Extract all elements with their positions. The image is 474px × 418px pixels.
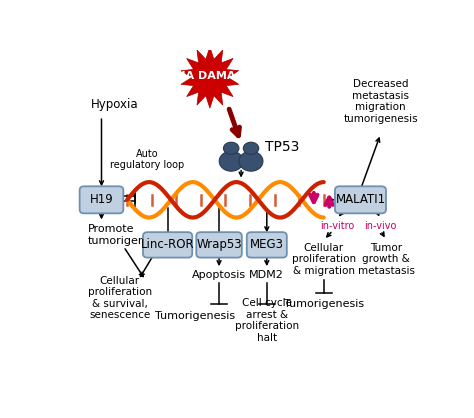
Text: TP53: TP53 [265, 140, 300, 154]
Text: Cellular
proliferation
& migration: Cellular proliferation & migration [292, 243, 356, 276]
Ellipse shape [239, 151, 263, 171]
Text: Cellular
proliferation
& survival,
senescence: Cellular proliferation & survival, senes… [88, 275, 152, 320]
FancyBboxPatch shape [80, 186, 123, 213]
Polygon shape [181, 47, 239, 108]
Text: Tumor
growth &
metastasis: Tumor growth & metastasis [358, 243, 415, 276]
Text: MDM2: MDM2 [249, 270, 284, 280]
Text: Auto
regulatory loop: Auto regulatory loop [110, 149, 184, 171]
Ellipse shape [243, 142, 259, 154]
Text: Tumorigenesis: Tumorigenesis [283, 299, 364, 309]
Text: Tumorigenesis: Tumorigenesis [155, 311, 235, 321]
Text: Apoptosis: Apoptosis [192, 270, 246, 280]
Text: Wrap53: Wrap53 [196, 238, 242, 251]
Text: DNA DAMAGE: DNA DAMAGE [167, 71, 253, 81]
Ellipse shape [223, 142, 239, 154]
Text: MEG3: MEG3 [250, 238, 284, 251]
Text: Decreased
metastasis
migration
tumorigenesis: Decreased metastasis migration tumorigen… [343, 79, 418, 124]
Text: MALATI1: MALATI1 [336, 193, 385, 206]
Text: H19: H19 [90, 193, 113, 206]
Text: Hypoxia: Hypoxia [91, 98, 138, 111]
Text: Linc-ROR: Linc-ROR [141, 238, 194, 251]
Ellipse shape [219, 151, 243, 171]
Text: Promote
tumorigenesis: Promote tumorigenesis [88, 224, 167, 246]
Text: Cell cycle
arrest &
proliferation
halt: Cell cycle arrest & proliferation halt [235, 298, 299, 343]
Text: in-vitro: in-vitro [320, 221, 355, 231]
FancyBboxPatch shape [196, 232, 242, 257]
FancyBboxPatch shape [247, 232, 287, 257]
Text: in-vivo: in-vivo [365, 221, 397, 231]
FancyBboxPatch shape [143, 232, 192, 257]
FancyBboxPatch shape [335, 186, 386, 213]
